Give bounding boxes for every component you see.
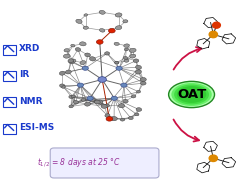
Ellipse shape	[104, 52, 110, 55]
Ellipse shape	[140, 77, 146, 81]
Ellipse shape	[111, 96, 117, 100]
Ellipse shape	[114, 61, 119, 64]
FancyBboxPatch shape	[3, 45, 16, 55]
Ellipse shape	[115, 61, 119, 64]
Ellipse shape	[124, 59, 129, 62]
FancyBboxPatch shape	[3, 71, 16, 81]
Ellipse shape	[171, 83, 212, 106]
Text: XRD: XRD	[19, 44, 40, 53]
Ellipse shape	[123, 20, 128, 23]
Ellipse shape	[130, 54, 136, 58]
Ellipse shape	[123, 99, 128, 103]
FancyArrowPatch shape	[174, 47, 201, 70]
Ellipse shape	[77, 83, 84, 87]
Text: NMR: NMR	[19, 97, 42, 106]
Ellipse shape	[115, 26, 122, 30]
Ellipse shape	[98, 77, 106, 82]
Ellipse shape	[85, 53, 90, 57]
Ellipse shape	[76, 19, 82, 23]
Ellipse shape	[129, 48, 136, 52]
Ellipse shape	[65, 70, 71, 74]
Text: IR: IR	[19, 70, 29, 79]
FancyBboxPatch shape	[3, 124, 16, 134]
Ellipse shape	[96, 40, 103, 44]
FancyBboxPatch shape	[50, 148, 159, 178]
Ellipse shape	[62, 86, 65, 88]
Ellipse shape	[124, 48, 128, 51]
Ellipse shape	[80, 61, 86, 65]
Ellipse shape	[85, 102, 91, 106]
Ellipse shape	[106, 117, 113, 121]
Ellipse shape	[124, 44, 130, 47]
Ellipse shape	[120, 118, 125, 121]
Ellipse shape	[135, 113, 139, 116]
Ellipse shape	[114, 42, 119, 45]
Ellipse shape	[111, 117, 117, 121]
Ellipse shape	[137, 90, 141, 93]
Ellipse shape	[87, 96, 93, 100]
Ellipse shape	[105, 114, 110, 117]
Ellipse shape	[136, 108, 142, 111]
Ellipse shape	[136, 65, 141, 69]
Ellipse shape	[116, 66, 122, 70]
Ellipse shape	[121, 83, 127, 87]
Ellipse shape	[70, 59, 76, 63]
Ellipse shape	[63, 54, 70, 58]
Ellipse shape	[79, 42, 86, 46]
Ellipse shape	[68, 59, 74, 63]
Ellipse shape	[96, 100, 103, 104]
Ellipse shape	[95, 100, 100, 104]
Ellipse shape	[69, 95, 74, 99]
Ellipse shape	[75, 48, 81, 51]
Ellipse shape	[89, 98, 95, 102]
Ellipse shape	[131, 95, 136, 98]
Ellipse shape	[99, 10, 105, 14]
Ellipse shape	[101, 104, 107, 108]
Ellipse shape	[83, 26, 88, 29]
Ellipse shape	[140, 81, 146, 85]
Ellipse shape	[69, 60, 74, 64]
Ellipse shape	[81, 98, 86, 101]
Ellipse shape	[69, 105, 73, 108]
Ellipse shape	[89, 57, 95, 61]
Ellipse shape	[174, 84, 209, 105]
Ellipse shape	[135, 70, 141, 74]
Ellipse shape	[169, 81, 215, 108]
Ellipse shape	[133, 59, 139, 63]
Ellipse shape	[73, 100, 78, 104]
Text: $t_{1/2}$ = 8 days at 25 °C: $t_{1/2}$ = 8 days at 25 °C	[37, 156, 121, 169]
Circle shape	[209, 31, 217, 38]
Ellipse shape	[71, 44, 75, 47]
Circle shape	[213, 22, 220, 28]
Circle shape	[209, 155, 217, 161]
Ellipse shape	[99, 29, 105, 32]
Ellipse shape	[123, 57, 128, 59]
Text: OAT: OAT	[177, 88, 206, 101]
Ellipse shape	[60, 84, 65, 88]
Ellipse shape	[64, 49, 69, 52]
FancyArrowPatch shape	[174, 119, 199, 142]
Ellipse shape	[82, 66, 88, 70]
Text: ESI-MS: ESI-MS	[19, 123, 54, 132]
Ellipse shape	[108, 29, 115, 33]
Ellipse shape	[115, 13, 122, 17]
Ellipse shape	[59, 71, 65, 75]
Ellipse shape	[105, 104, 110, 107]
Ellipse shape	[128, 116, 133, 120]
Ellipse shape	[71, 95, 75, 98]
Ellipse shape	[177, 86, 206, 103]
FancyBboxPatch shape	[3, 97, 16, 107]
Ellipse shape	[118, 104, 125, 108]
Ellipse shape	[84, 14, 88, 16]
